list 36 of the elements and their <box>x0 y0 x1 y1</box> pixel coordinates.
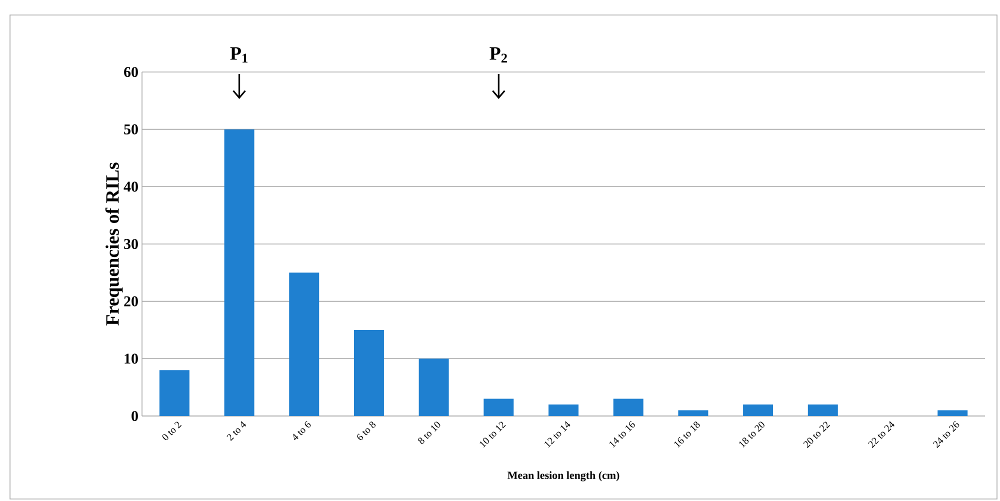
x-tick-label: 4 to 6 <box>293 421 311 440</box>
bar <box>678 410 708 416</box>
x-tick-label: 16 to 18 <box>674 422 700 448</box>
y-tick-label: 0 <box>132 410 138 422</box>
bar <box>354 330 384 416</box>
x-tick-label: 22 to 24 <box>868 421 894 448</box>
bar <box>938 410 968 416</box>
text: P$_{2}$ <box>490 47 507 62</box>
x-tick-label: 14 to 16 <box>609 421 635 448</box>
bar <box>808 404 838 416</box>
x-tick-label: 18 to 20 <box>739 422 764 448</box>
bar <box>159 370 190 416</box>
bar <box>289 272 320 416</box>
x-axis-title: Mean lesion length (cm) <box>508 471 620 482</box>
y-tick-label: 10 <box>124 354 138 364</box>
y-tick-label: 30 <box>124 238 138 250</box>
x-tick-label: 20 to 22 <box>803 422 830 448</box>
bar <box>418 358 449 416</box>
y-tick-label: 50 <box>124 124 138 134</box>
y-tick-label: 20 <box>124 296 138 306</box>
x-tick-label: 24 to 26 <box>932 421 960 448</box>
y-axis-title: Frequencies of RILs <box>105 162 123 326</box>
x-tick-label: 10 to 12 <box>480 422 506 448</box>
y-tick-label: 40 <box>124 182 138 192</box>
bar <box>613 398 644 416</box>
bar <box>224 129 254 416</box>
x-tick-label: 12 to 14 <box>544 421 570 448</box>
x-tick-label: 0 to 2 <box>162 422 182 440</box>
text: P$_{1}$ <box>230 47 248 62</box>
x-tick-label: 6 to 8 <box>357 422 376 440</box>
y-tick-label: 60 <box>124 66 138 78</box>
bar <box>484 398 514 416</box>
bar <box>743 404 774 416</box>
bar <box>548 404 579 416</box>
x-tick-label: 2 to 4 <box>226 421 246 441</box>
x-tick-label: 8 to 10 <box>418 422 440 444</box>
